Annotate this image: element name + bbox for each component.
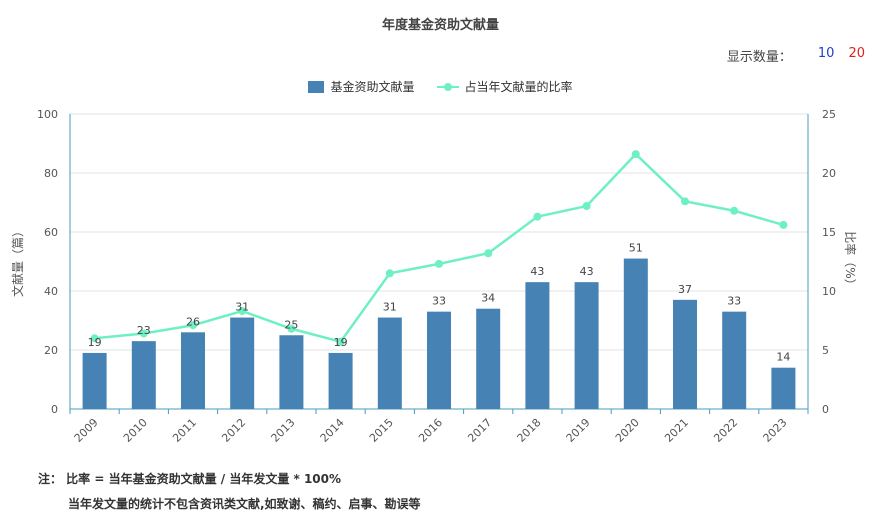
x-tick-label: 2014	[318, 416, 347, 445]
bar	[476, 308, 501, 409]
bar-value-label: 26	[186, 315, 200, 328]
legend-item-bar[interactable]: 基金资助文献量	[308, 78, 415, 95]
y2-tick-label: 20	[822, 167, 836, 180]
y-tick-label: 100	[37, 108, 58, 121]
bar	[82, 352, 107, 409]
legend-bar-label: 基金资助文献量	[330, 80, 415, 94]
bar	[525, 282, 550, 409]
bar-value-label: 51	[629, 242, 643, 255]
y-tick-label: 80	[44, 167, 58, 180]
x-tick-label: 2017	[465, 416, 494, 445]
y2-tick-label: 25	[822, 108, 836, 121]
line-point	[533, 212, 542, 221]
x-tick-label: 2020	[613, 416, 642, 445]
bar-value-label: 37	[678, 283, 692, 296]
line-point	[238, 307, 247, 316]
bar-value-label: 31	[383, 301, 397, 314]
bar-series	[82, 258, 796, 409]
bar-value-label: 33	[432, 295, 446, 308]
display-count-label: 显示数量：	[726, 50, 792, 65]
x-tick-label: 2019	[564, 416, 593, 445]
bar	[574, 282, 599, 409]
bar	[230, 317, 255, 409]
line-point	[385, 269, 394, 278]
y2-axis-title: 比率（%）	[843, 231, 858, 290]
bar-value-label: 33	[727, 295, 741, 308]
legend-line-label: 占当年文献量的比率	[464, 80, 573, 94]
x-tick-label: 2023	[761, 416, 790, 445]
bar-value-label: 43	[530, 265, 544, 278]
bar-value-label: 19	[88, 336, 102, 349]
note-line-1: 注： 比率 = 当年基金资助文献量 / 当年发文量 * 100%	[38, 472, 342, 486]
bar	[722, 311, 747, 409]
line-point	[681, 197, 689, 206]
line-point	[484, 249, 493, 258]
bar	[328, 352, 353, 409]
legend-line-swatch	[436, 81, 459, 93]
display-count-option-20[interactable]: 20	[848, 46, 865, 61]
bar	[131, 341, 156, 409]
line-point	[631, 150, 640, 159]
line-point	[90, 334, 99, 343]
bar	[427, 311, 451, 409]
line-point	[139, 329, 148, 338]
y-tick-label: 20	[44, 344, 58, 357]
bar-value-label: 25	[284, 318, 298, 331]
x-tick-label: 2011	[170, 416, 199, 445]
bar-value-label: 14	[776, 351, 790, 364]
bar	[377, 317, 402, 409]
bar-value-label: 19	[334, 336, 348, 349]
data-labels: 19 23 26 31 25 19 31 33 34 43 43 51 37 33 14	[88, 242, 791, 364]
bar	[279, 335, 304, 409]
x-tick-label: 2018	[515, 416, 544, 445]
y-tick-label: 0	[51, 403, 58, 416]
y2-tick-label: 5	[822, 344, 829, 357]
y-tick-label: 60	[44, 226, 58, 239]
display-count-option-10[interactable]: 10	[817, 46, 835, 61]
y-axis-title: 文献量（篇）	[10, 225, 25, 297]
bar	[623, 258, 648, 409]
x-tick-label: 2021	[662, 416, 691, 445]
chart-svg: 0 20 40 60 80 100 0 5 10 15 20 25 2009 2010 2011 2012 20…	[10, 108, 858, 445]
bar	[673, 299, 697, 409]
x-tick-label: 2022	[711, 416, 740, 445]
y2-tick-label: 15	[822, 226, 836, 239]
line-point	[189, 321, 197, 330]
x-tick-label: 2013	[269, 416, 298, 445]
legend-item-line[interactable]: 占当年文献量的比率	[436, 78, 573, 95]
x-tick-label: 2016	[416, 416, 445, 445]
x-tick-label: 2015	[367, 416, 396, 445]
line-point	[730, 206, 739, 215]
line-series	[90, 150, 788, 346]
bar-value-label: 23	[137, 324, 151, 337]
bar-value-label: 31	[235, 301, 249, 314]
line-point	[435, 259, 443, 268]
x-tick-label: 2010	[121, 416, 150, 445]
line-point	[287, 324, 296, 333]
note-line-2: 当年发文量的统计不包含资讯类文献,如致谢、稿约、启事、勘误等	[68, 497, 421, 511]
line-point	[779, 220, 788, 229]
x-tick-label: 2012	[219, 416, 248, 445]
chart-notes: 注： 比率 = 当年基金资助文献量 / 当年发文量 * 100% 当年发文量的统…	[38, 470, 421, 512]
bar-value-label: 34	[481, 292, 495, 305]
legend-bar-swatch	[308, 80, 325, 93]
x-tick-label: 2009	[72, 416, 101, 445]
y2-tick-label: 0	[822, 403, 829, 416]
line-point	[582, 202, 591, 211]
y-tick-label: 40	[44, 285, 58, 298]
display-count-control: 显示数量： 10 20	[727, 46, 865, 65]
bar	[771, 367, 796, 409]
bar	[181, 332, 205, 409]
line-point	[336, 337, 345, 346]
bar-value-label: 43	[580, 265, 594, 278]
y2-tick-label: 10	[822, 285, 836, 298]
chart-legend: 基金资助文献量 占当年文献量的比率	[0, 78, 881, 95]
chart-title: 年度基金资助文献量	[381, 18, 499, 33]
